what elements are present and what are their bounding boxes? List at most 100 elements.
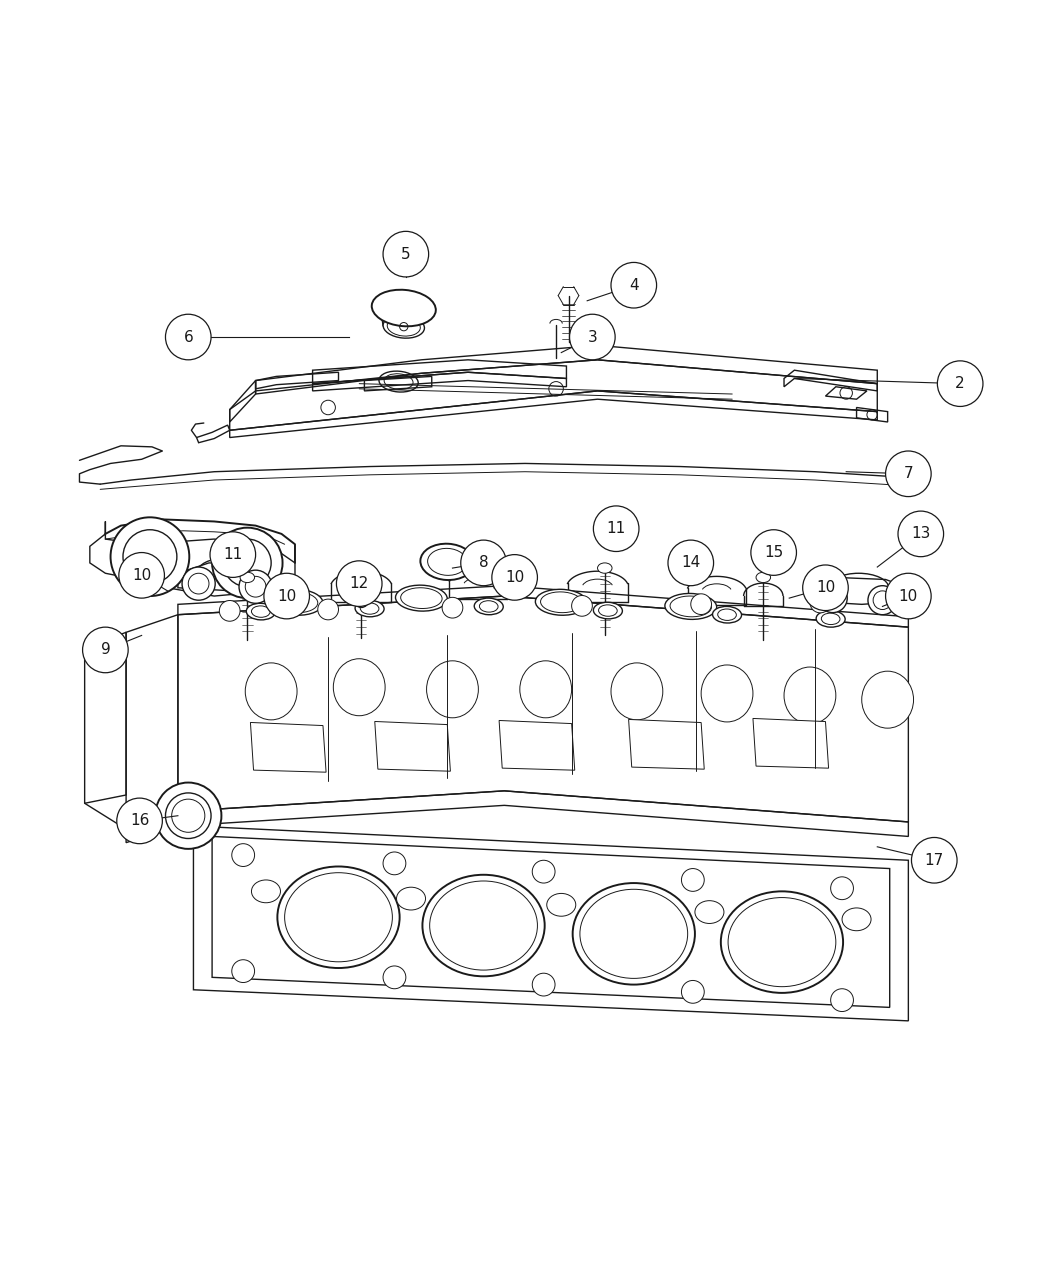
Circle shape [461,541,506,585]
Ellipse shape [728,898,836,987]
Circle shape [119,552,165,598]
Ellipse shape [580,889,688,978]
Circle shape [751,529,797,575]
Ellipse shape [355,601,384,617]
Ellipse shape [333,659,385,715]
Circle shape [593,506,639,552]
Circle shape [571,595,592,616]
Ellipse shape [271,589,323,616]
Ellipse shape [285,872,393,961]
Ellipse shape [536,589,587,616]
Circle shape [318,599,338,620]
Text: 4: 4 [629,278,638,293]
Circle shape [532,973,555,996]
Text: 9: 9 [101,643,110,658]
Polygon shape [251,723,327,773]
Circle shape [887,592,908,612]
Circle shape [491,555,538,601]
Circle shape [264,574,310,618]
Ellipse shape [756,572,771,583]
Circle shape [810,592,831,613]
Circle shape [219,601,240,621]
Circle shape [831,877,854,900]
Ellipse shape [611,663,663,720]
Circle shape [383,231,428,277]
Circle shape [885,574,931,618]
Text: 10: 10 [816,580,835,595]
Circle shape [212,528,282,598]
Circle shape [354,593,369,607]
Text: 8: 8 [479,556,488,570]
Text: 10: 10 [132,567,151,583]
Text: 11: 11 [224,547,243,562]
Circle shape [569,314,615,360]
Polygon shape [753,718,828,768]
Text: 11: 11 [607,521,626,537]
Ellipse shape [572,884,695,984]
Text: 14: 14 [681,556,700,570]
Polygon shape [629,719,705,769]
Circle shape [83,627,128,673]
Text: 15: 15 [764,544,783,560]
Circle shape [911,838,957,884]
Text: 10: 10 [505,570,524,585]
Circle shape [232,960,254,983]
Ellipse shape [720,891,843,993]
Ellipse shape [695,900,723,923]
Circle shape [885,451,931,496]
Text: 12: 12 [350,576,369,592]
Circle shape [868,585,897,615]
Text: 6: 6 [184,329,193,344]
Circle shape [532,861,555,884]
Ellipse shape [520,660,571,718]
Text: 10: 10 [899,589,918,603]
Circle shape [611,263,656,309]
Ellipse shape [816,611,845,627]
Ellipse shape [597,562,612,574]
Circle shape [831,988,854,1011]
Text: 16: 16 [130,813,149,829]
Circle shape [681,980,705,1003]
Circle shape [155,783,222,849]
Ellipse shape [429,881,538,970]
Circle shape [938,361,983,407]
Circle shape [210,532,255,578]
Circle shape [117,798,163,844]
Text: 5: 5 [401,246,411,261]
Text: 3: 3 [587,329,597,344]
Ellipse shape [862,671,914,728]
Polygon shape [499,720,574,770]
Ellipse shape [784,667,836,724]
Text: 13: 13 [911,527,930,542]
Ellipse shape [251,880,280,903]
Ellipse shape [246,663,297,720]
Text: 17: 17 [925,853,944,868]
Circle shape [182,567,215,601]
Circle shape [818,584,847,612]
Text: 10: 10 [277,589,296,603]
Ellipse shape [240,572,254,583]
Ellipse shape [593,602,623,618]
Ellipse shape [372,289,436,326]
Ellipse shape [422,875,545,977]
Circle shape [668,541,714,585]
Text: 2: 2 [956,376,965,391]
Circle shape [681,868,705,891]
Ellipse shape [842,908,871,931]
Circle shape [802,565,848,611]
Ellipse shape [420,543,475,580]
Ellipse shape [277,867,400,968]
Ellipse shape [383,315,424,338]
Text: 7: 7 [904,467,914,481]
Ellipse shape [547,894,575,917]
Circle shape [898,511,944,557]
Ellipse shape [701,666,753,722]
Circle shape [166,314,211,360]
Ellipse shape [396,585,447,611]
Ellipse shape [247,603,275,620]
Ellipse shape [475,598,503,615]
Ellipse shape [426,660,479,718]
Circle shape [239,570,272,603]
Circle shape [442,598,463,618]
Circle shape [691,594,712,615]
